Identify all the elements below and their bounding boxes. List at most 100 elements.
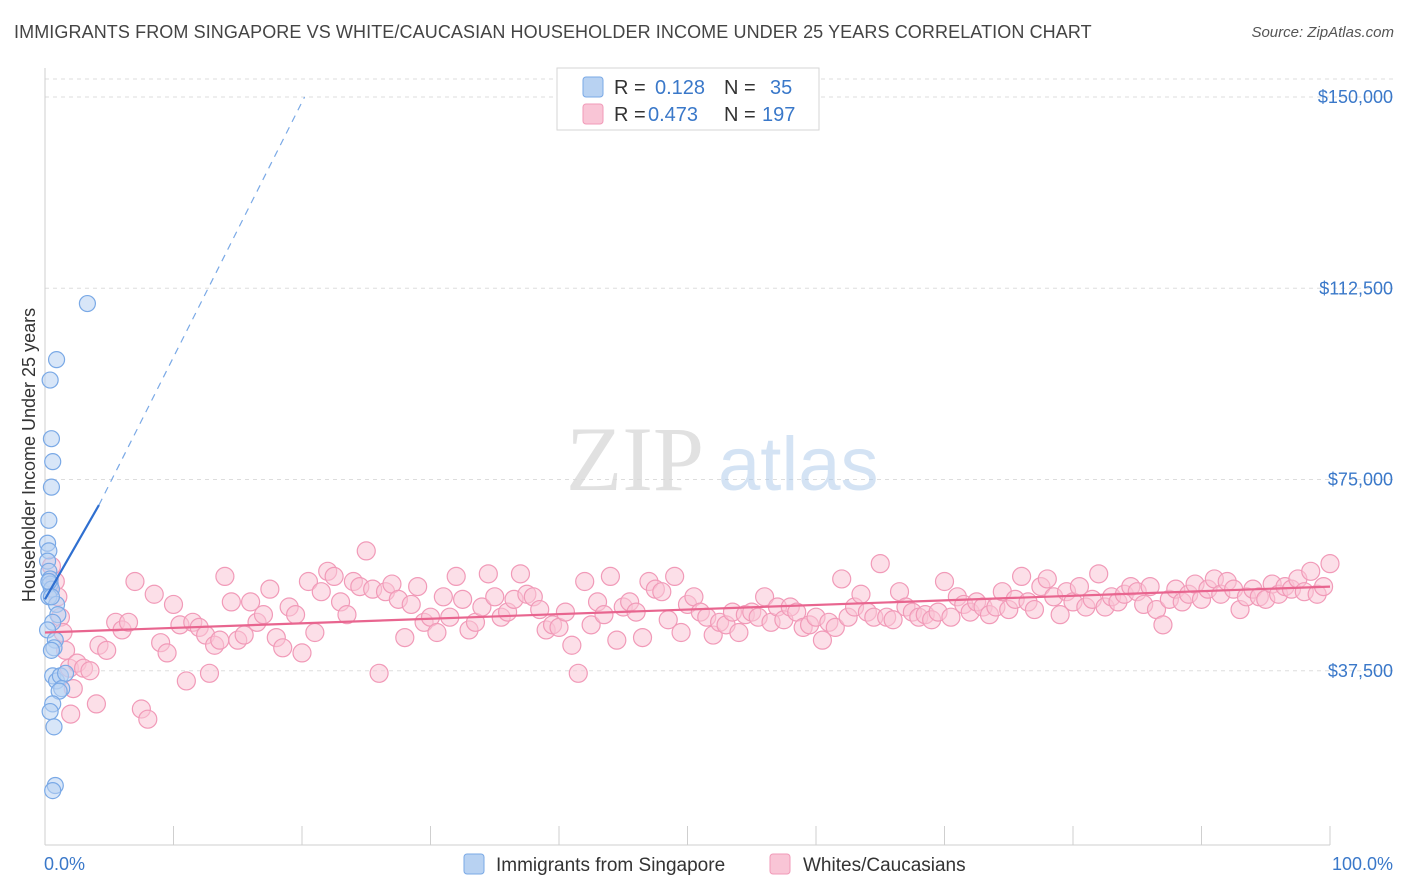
singapore-point-32 — [44, 781, 62, 800]
white-caucasian-point-57 — [369, 663, 389, 683]
white-caucasian-point-146 — [941, 607, 961, 627]
white-caucasian-point-46 — [298, 571, 319, 592]
singapore-point-3 — [42, 430, 61, 448]
white-caucasian-point-63 — [408, 576, 428, 597]
series-legend-label-blue: Immigrants from Singapore — [496, 855, 725, 876]
white-caucasian-point-11 — [80, 661, 100, 681]
white-caucasian-point-86 — [555, 602, 576, 622]
singapore-point-21 — [42, 641, 61, 659]
white-caucasian-point-205 — [1320, 554, 1340, 574]
white-caucasian-point-30 — [199, 663, 220, 683]
trend-line-singapore — [44, 504, 100, 600]
white-caucasian-point-45 — [292, 643, 312, 663]
white-caucasian-point-20 — [138, 709, 158, 729]
white-caucasian-point-52 — [337, 605, 357, 625]
white-caucasian-point-55 — [356, 541, 376, 561]
y-tick-labels: $37,500 $75,000 $112,500 $150,000 — [1318, 87, 1393, 681]
white-caucasian-point-87 — [562, 635, 582, 655]
white-caucasian-point-101 — [652, 582, 672, 602]
white-caucasian-point-129 — [832, 569, 852, 589]
white-caucasian-point-24 — [163, 594, 184, 615]
singapore-point-1 — [47, 351, 66, 369]
singapore-point-2 — [41, 371, 59, 389]
x-tick-label-0: 0.0% — [44, 854, 85, 874]
chart-source: Source: ZipAtlas.com — [1251, 24, 1394, 41]
white-caucasian-point-103 — [665, 566, 685, 587]
series-legend: Immigrants from Singapore Whites/Caucasi… — [463, 853, 966, 876]
legend-r-label-1: R = — [614, 77, 646, 99]
series-whites-caucasians — [41, 541, 1340, 729]
chart-title: IMMIGRANTS FROM SINGAPORE VS WHITE/CAUCA… — [14, 22, 1092, 42]
white-caucasian-point-12 — [86, 694, 107, 714]
white-caucasian-point-159 — [1024, 599, 1045, 620]
white-caucasian-point-26 — [176, 671, 196, 691]
white-caucasian-point-161 — [1037, 569, 1057, 589]
trend-line-singapore-extension — [98, 96, 306, 506]
white-caucasian-point-61 — [395, 627, 415, 648]
legend-n-value-1: 35 — [770, 77, 792, 99]
white-caucasian-point-62 — [401, 594, 421, 615]
legend-r-value-2: 0.473 — [648, 104, 698, 126]
white-caucasian-point-177 — [1140, 576, 1160, 597]
y-tick-label-1: $75,000 — [1328, 470, 1393, 490]
series-legend-label-pink: Whites/Caucasians — [803, 855, 966, 876]
white-caucasian-point-94 — [607, 630, 627, 650]
white-caucasian-point-69 — [446, 566, 466, 587]
white-caucasian-point-32 — [210, 630, 230, 650]
white-caucasian-point-132 — [851, 584, 871, 604]
white-caucasian-point-93 — [600, 566, 621, 587]
watermark-atlas: atlas — [718, 422, 879, 507]
legend-r-label-2: R = — [614, 104, 646, 126]
legend-n-value-2: 197 — [762, 104, 795, 126]
legend-swatch-pink — [582, 103, 604, 125]
white-caucasian-point-17 — [118, 612, 139, 632]
white-caucasian-point-179 — [1153, 615, 1173, 635]
white-caucasian-point-157 — [1011, 566, 1032, 587]
singapore-point-29 — [41, 702, 59, 721]
white-caucasian-point-113 — [729, 622, 749, 643]
x-tick-label-1: 100.0% — [1332, 854, 1393, 874]
trend-line-whites-caucasians — [44, 585, 1331, 634]
singapore-point-4 — [44, 453, 62, 471]
legend-n-label-2: N = — [724, 104, 756, 126]
white-caucasian-point-128 — [825, 617, 845, 638]
x-tick-labels: 0.0% 100.0% — [44, 854, 1393, 874]
y-tick-label-0: $37,500 — [1328, 661, 1393, 681]
white-caucasian-point-14 — [97, 640, 117, 660]
white-caucasian-point-50 — [324, 566, 344, 587]
white-caucasian-point-40 — [260, 579, 280, 599]
legend-r-value-1: 0.128 — [655, 77, 705, 99]
singapore-point-25 — [56, 664, 75, 682]
white-caucasian-point-42 — [273, 638, 293, 658]
white-caucasian-point-145 — [934, 571, 955, 592]
white-caucasian-point-75 — [485, 587, 505, 607]
white-caucasian-point-98 — [632, 627, 653, 648]
singapore-point-6 — [40, 511, 58, 529]
series-legend-swatch-pink — [769, 853, 791, 875]
singapore-point-5 — [42, 478, 61, 496]
white-caucasian-point-135 — [870, 554, 890, 574]
white-caucasian-point-163 — [1050, 605, 1070, 625]
y-tick-label-2: $112,500 — [1319, 278, 1393, 298]
white-caucasian-point-23 — [157, 643, 177, 663]
watermark-zip: ZIP — [566, 408, 704, 510]
white-caucasian-point-90 — [581, 615, 601, 635]
white-caucasian-point-88 — [568, 663, 588, 683]
white-caucasian-point-202 — [1301, 561, 1321, 581]
y-axis-label: Householder Income Under 25 years — [19, 308, 39, 602]
legend-swatch-blue — [582, 76, 604, 98]
series-legend-swatch-blue — [463, 853, 485, 875]
axes — [44, 68, 1331, 846]
white-caucasian-point-47 — [305, 622, 325, 643]
singapore-point-0 — [78, 294, 97, 313]
trend-lines — [44, 96, 1331, 634]
white-caucasian-point-18 — [125, 571, 145, 592]
white-caucasian-point-8 — [61, 704, 81, 724]
white-caucasian-point-169 — [1089, 564, 1109, 584]
white-caucasian-point-66 — [427, 622, 447, 643]
white-caucasian-point-70 — [453, 589, 473, 609]
legend: R = 0.128 N = 35 R = 0.473 N = 197 — [556, 67, 820, 131]
white-caucasian-point-92 — [594, 605, 614, 625]
white-caucasian-point-89 — [575, 571, 595, 592]
